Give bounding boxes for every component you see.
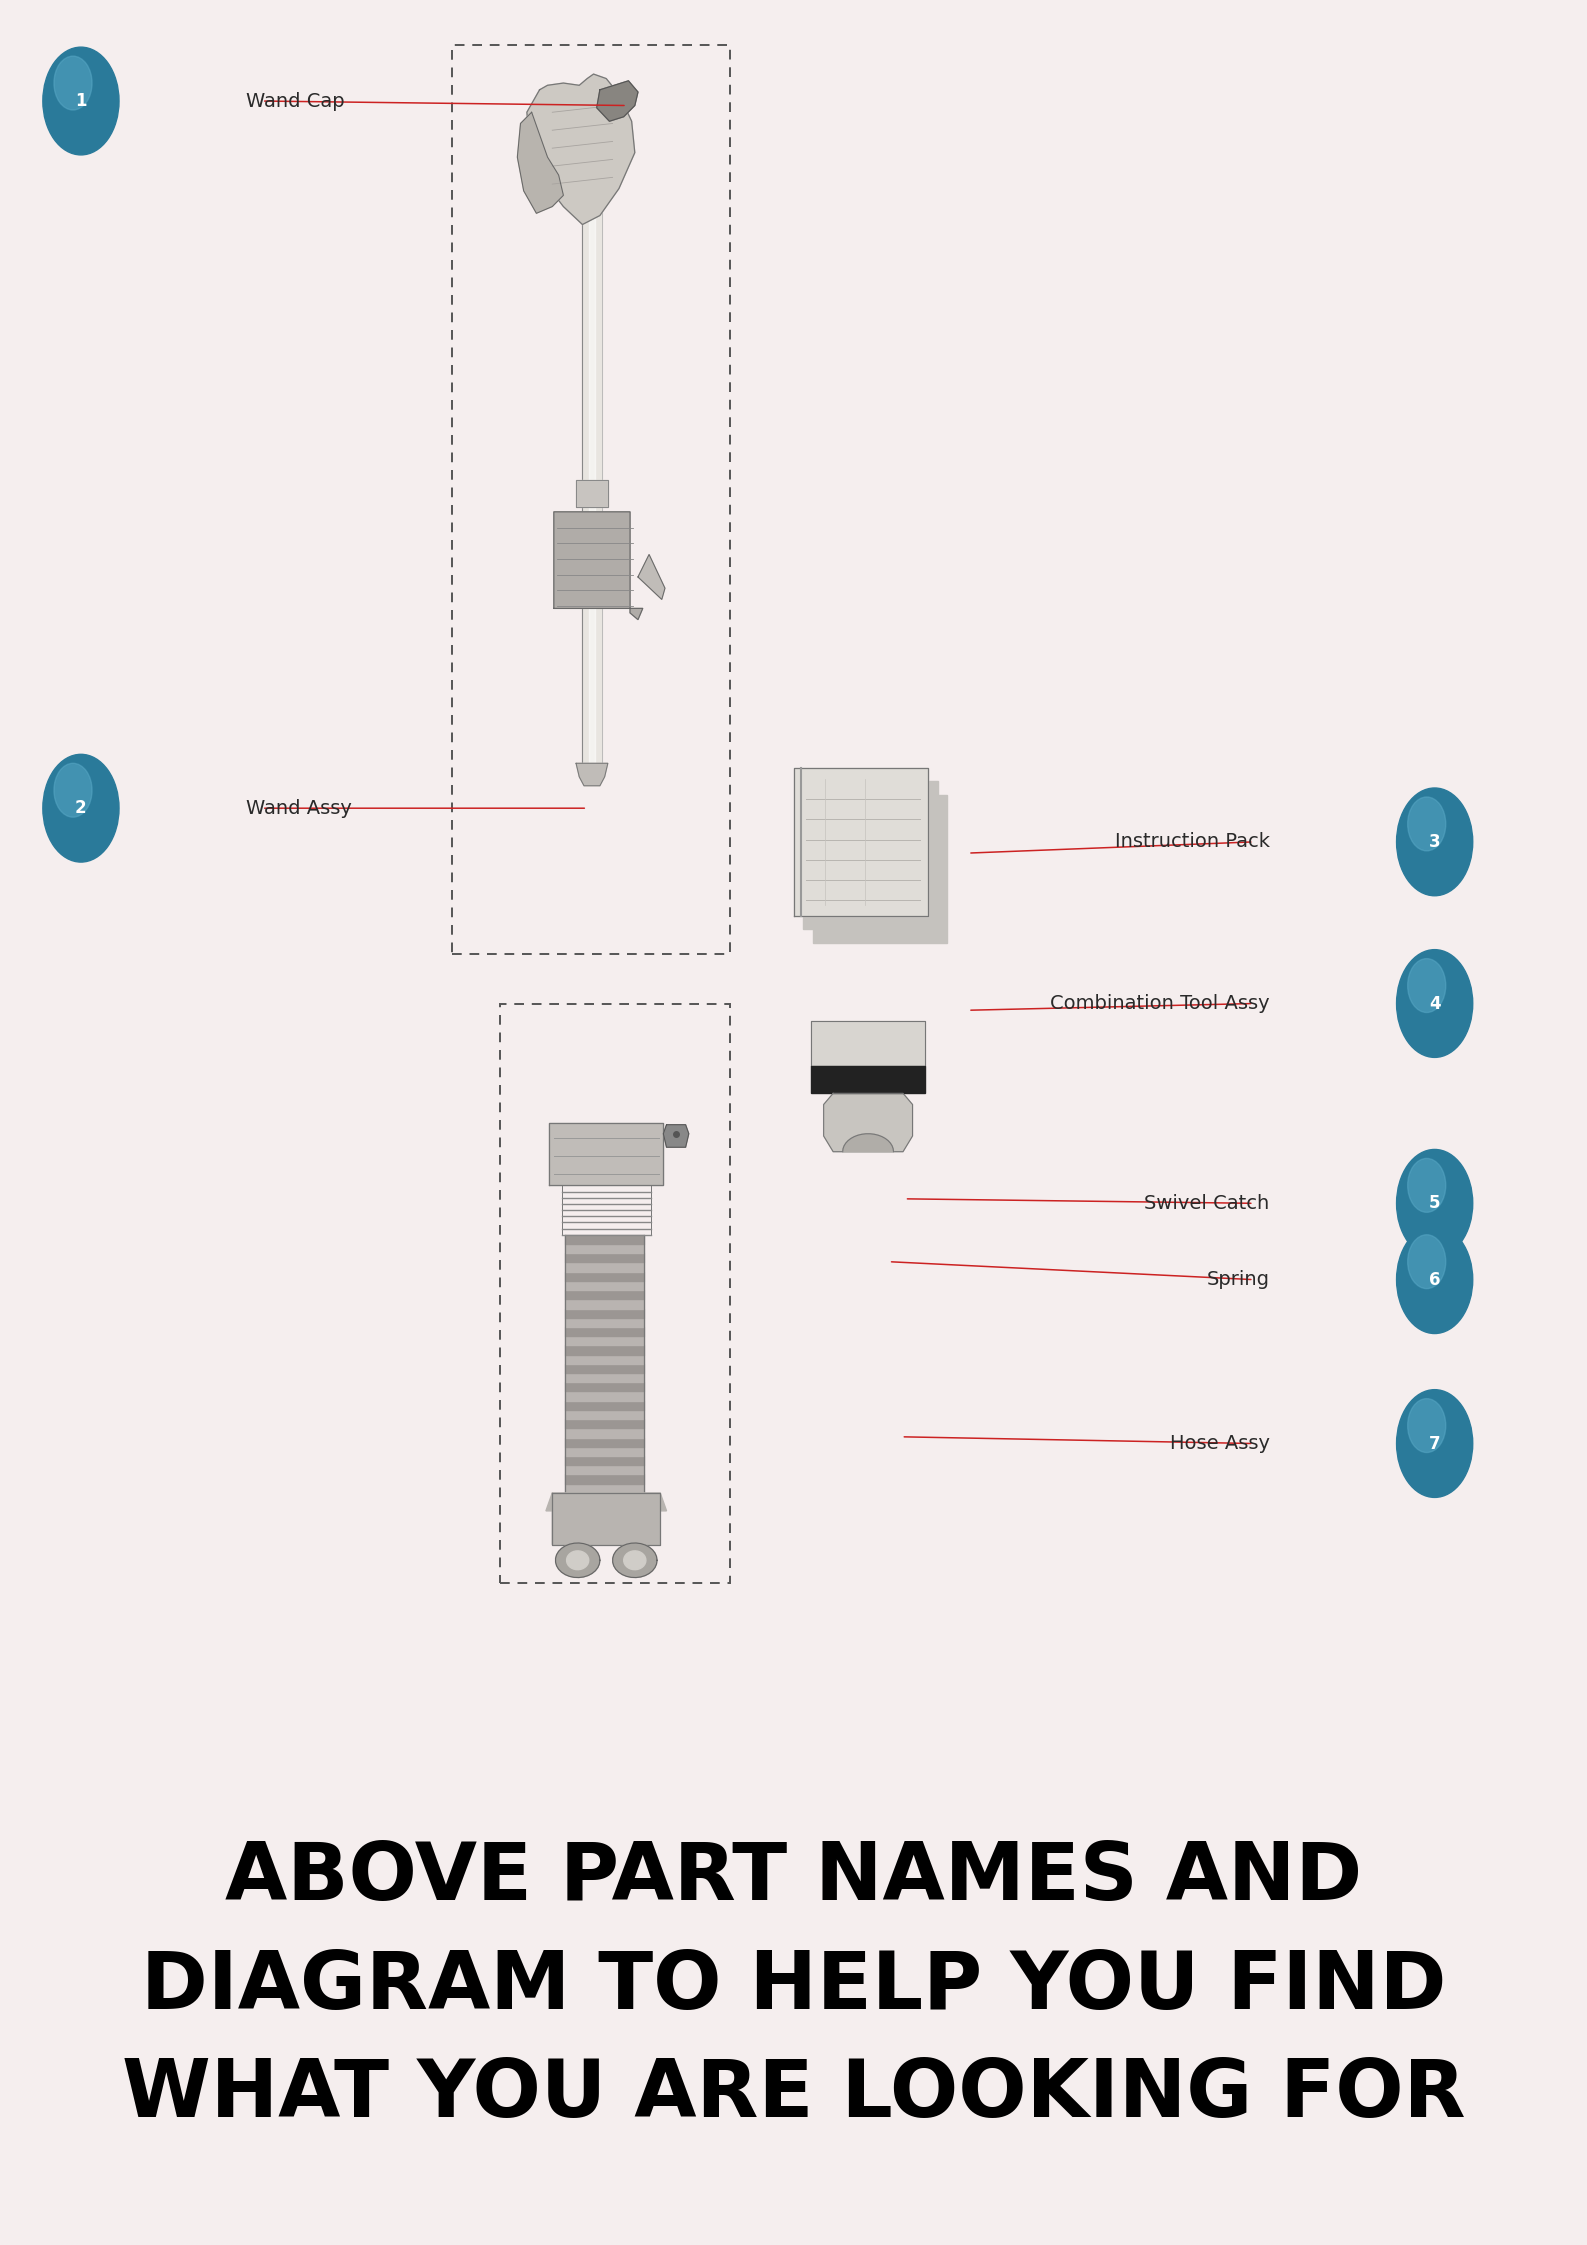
Polygon shape	[565, 1282, 644, 1291]
Polygon shape	[565, 1446, 644, 1457]
Polygon shape	[565, 1271, 644, 1282]
Polygon shape	[565, 1457, 644, 1466]
Text: 5: 5	[1428, 1194, 1441, 1212]
Polygon shape	[565, 1475, 644, 1484]
Polygon shape	[638, 555, 665, 599]
Bar	[452, 45, 730, 954]
Circle shape	[1397, 1390, 1473, 1497]
Circle shape	[43, 754, 119, 862]
Circle shape	[1408, 959, 1446, 1012]
Polygon shape	[565, 1291, 644, 1300]
Text: 3: 3	[1428, 833, 1441, 851]
Polygon shape	[554, 512, 643, 620]
Polygon shape	[565, 1318, 644, 1327]
Polygon shape	[576, 480, 608, 507]
Polygon shape	[576, 763, 608, 786]
Polygon shape	[565, 1244, 644, 1253]
Polygon shape	[589, 112, 595, 763]
Polygon shape	[843, 1134, 893, 1152]
Circle shape	[1397, 788, 1473, 896]
Text: Hose Assy: Hose Assy	[1170, 1435, 1270, 1453]
Polygon shape	[565, 1262, 644, 1271]
Text: ABOVE PART NAMES AND
DIAGRAM TO HELP YOU FIND
WHAT YOU ARE LOOKING FOR: ABOVE PART NAMES AND DIAGRAM TO HELP YOU…	[122, 1839, 1465, 2135]
Polygon shape	[565, 1428, 644, 1437]
Polygon shape	[803, 781, 938, 929]
Polygon shape	[565, 1354, 644, 1365]
Polygon shape	[565, 1374, 644, 1383]
Polygon shape	[565, 1437, 644, 1446]
Text: Wand Assy: Wand Assy	[246, 799, 352, 817]
Circle shape	[1408, 797, 1446, 851]
Polygon shape	[824, 1093, 913, 1152]
Circle shape	[1408, 1158, 1446, 1212]
Polygon shape	[565, 1309, 644, 1318]
Text: Spring: Spring	[1206, 1271, 1270, 1289]
Circle shape	[1397, 950, 1473, 1057]
Text: Instruction Pack: Instruction Pack	[1114, 833, 1270, 851]
Polygon shape	[549, 1122, 663, 1185]
Polygon shape	[565, 1336, 644, 1345]
Polygon shape	[565, 1401, 644, 1410]
Circle shape	[1397, 1149, 1473, 1257]
Polygon shape	[565, 1253, 644, 1262]
Text: Combination Tool Assy: Combination Tool Assy	[1051, 995, 1270, 1012]
Polygon shape	[555, 1542, 600, 1578]
Polygon shape	[565, 1392, 644, 1401]
Polygon shape	[565, 1235, 644, 1244]
Polygon shape	[546, 1493, 667, 1545]
Polygon shape	[597, 81, 638, 121]
Polygon shape	[581, 112, 603, 763]
Polygon shape	[565, 1383, 644, 1392]
Circle shape	[54, 763, 92, 817]
Polygon shape	[813, 795, 947, 943]
Text: Wand Cap: Wand Cap	[246, 92, 344, 110]
Circle shape	[1408, 1399, 1446, 1453]
Polygon shape	[565, 1345, 644, 1354]
Polygon shape	[527, 74, 635, 225]
Polygon shape	[565, 1466, 644, 1475]
Polygon shape	[794, 768, 928, 916]
Polygon shape	[565, 1419, 644, 1428]
Polygon shape	[565, 1484, 644, 1493]
Bar	[500, 1004, 730, 1583]
Polygon shape	[811, 1066, 925, 1093]
Polygon shape	[517, 112, 563, 213]
Polygon shape	[613, 1542, 657, 1578]
Polygon shape	[663, 1125, 689, 1147]
Text: 1: 1	[75, 92, 87, 110]
Polygon shape	[565, 1365, 644, 1374]
Polygon shape	[624, 1551, 646, 1569]
Circle shape	[43, 47, 119, 155]
Polygon shape	[567, 1551, 589, 1569]
Polygon shape	[565, 1300, 644, 1309]
Text: 6: 6	[1428, 1271, 1441, 1289]
Text: 2: 2	[75, 799, 87, 817]
Circle shape	[1408, 1235, 1446, 1289]
Text: 4: 4	[1428, 995, 1441, 1012]
Polygon shape	[565, 1410, 644, 1419]
Text: 7: 7	[1428, 1435, 1441, 1453]
Polygon shape	[565, 1327, 644, 1336]
Circle shape	[54, 56, 92, 110]
Text: Swivel Catch: Swivel Catch	[1144, 1194, 1270, 1212]
Polygon shape	[811, 1021, 925, 1066]
Circle shape	[1397, 1226, 1473, 1334]
